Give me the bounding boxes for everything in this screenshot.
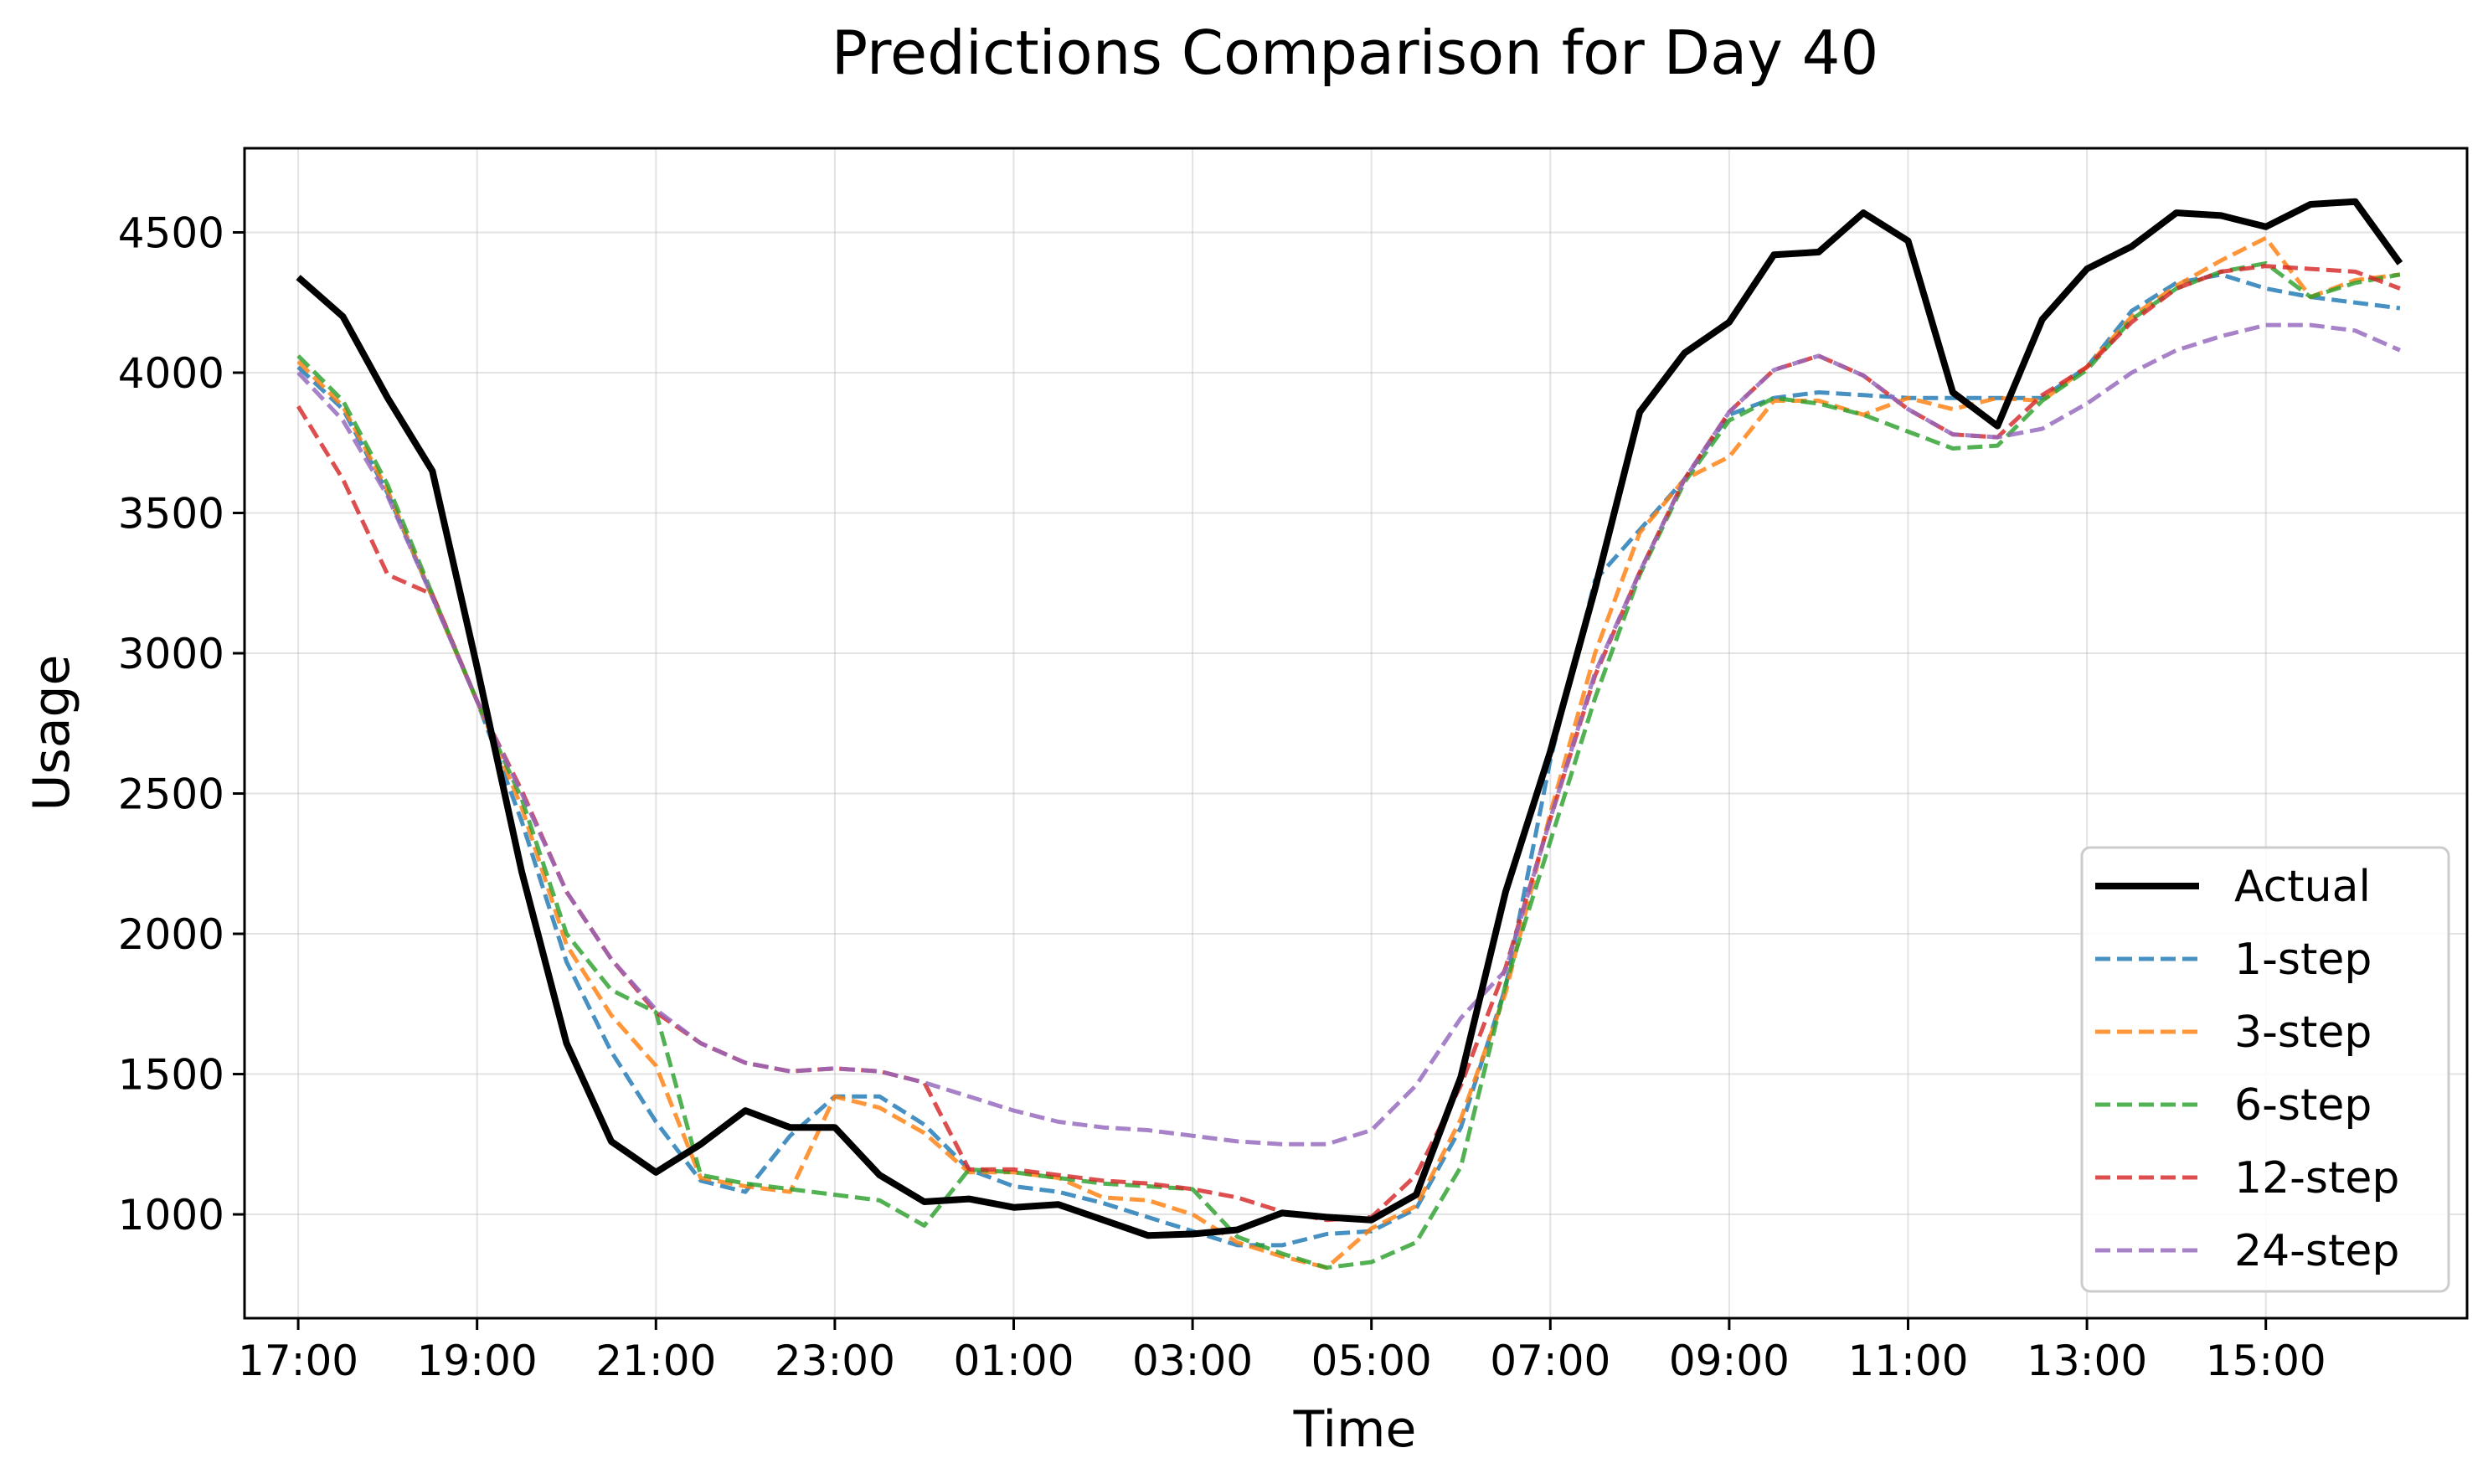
- y-tick-label: 1500: [118, 1051, 224, 1100]
- y-tick-label: 3000: [118, 630, 224, 678]
- y-tick-label: 4000: [118, 349, 224, 398]
- legend-box: [2080, 846, 2450, 1293]
- y-tick-label: 3500: [118, 490, 224, 538]
- y-axis: 1000 1500 2000 2500 3000 3500 4000 4500: [118, 209, 245, 1239]
- x-tick-label: 21:00: [595, 1337, 716, 1385]
- legend-label-3-step: 3-step: [2234, 1007, 2372, 1058]
- x-tick-label: 15:00: [2206, 1337, 2326, 1385]
- series-lines: [296, 198, 2403, 1270]
- series-line-3-step: [296, 235, 2401, 1270]
- legend-label-24-step: 24-step: [2234, 1226, 2399, 1276]
- x-tick-label: 17:00: [238, 1337, 358, 1385]
- x-tick-label: 05:00: [1311, 1337, 1432, 1385]
- series-line-6-step: [296, 260, 2401, 1270]
- x-tick-label: 09:00: [1669, 1337, 1790, 1385]
- x-tick-label: 19:00: [417, 1337, 538, 1385]
- y-tick-label: 4500: [118, 209, 224, 258]
- legend-label-1-step: 1-step: [2234, 935, 2372, 985]
- y-tick-label: 2000: [118, 910, 224, 959]
- legend: Actual 1-step 3-step 6-step 12-step 24-step: [2080, 846, 2450, 1293]
- y-tick-label: 1000: [118, 1191, 224, 1239]
- x-tick-label: 13:00: [2027, 1337, 2147, 1385]
- legend-label-12-step: 12-step: [2234, 1153, 2399, 1203]
- series-line-actual: [296, 198, 2403, 1239]
- legend-label-6-step: 6-step: [2234, 1080, 2372, 1131]
- legend-label-actual: Actual: [2234, 862, 2371, 912]
- y-axis-label: Usage: [23, 655, 81, 812]
- x-tick-label: 11:00: [1847, 1337, 1968, 1385]
- chart-title: Predictions Comparison for Day 40: [832, 18, 1879, 88]
- x-axis-label: Time: [1293, 1400, 1417, 1459]
- x-axis: 17:00 19:00 21:00 23:00 01:00 03:00 05:00 07:00…: [238, 1318, 2326, 1385]
- x-tick-label: 01:00: [953, 1337, 1074, 1385]
- plot-frame: [243, 147, 2469, 1320]
- x-tick-label: 03:00: [1132, 1337, 1253, 1385]
- x-tick-label: 23:00: [775, 1337, 895, 1385]
- x-tick-label: 07:00: [1490, 1337, 1610, 1385]
- series-line-24-step: [296, 322, 2401, 1146]
- series-line-1-step: [296, 272, 2401, 1248]
- y-tick-label: 2500: [118, 770, 224, 819]
